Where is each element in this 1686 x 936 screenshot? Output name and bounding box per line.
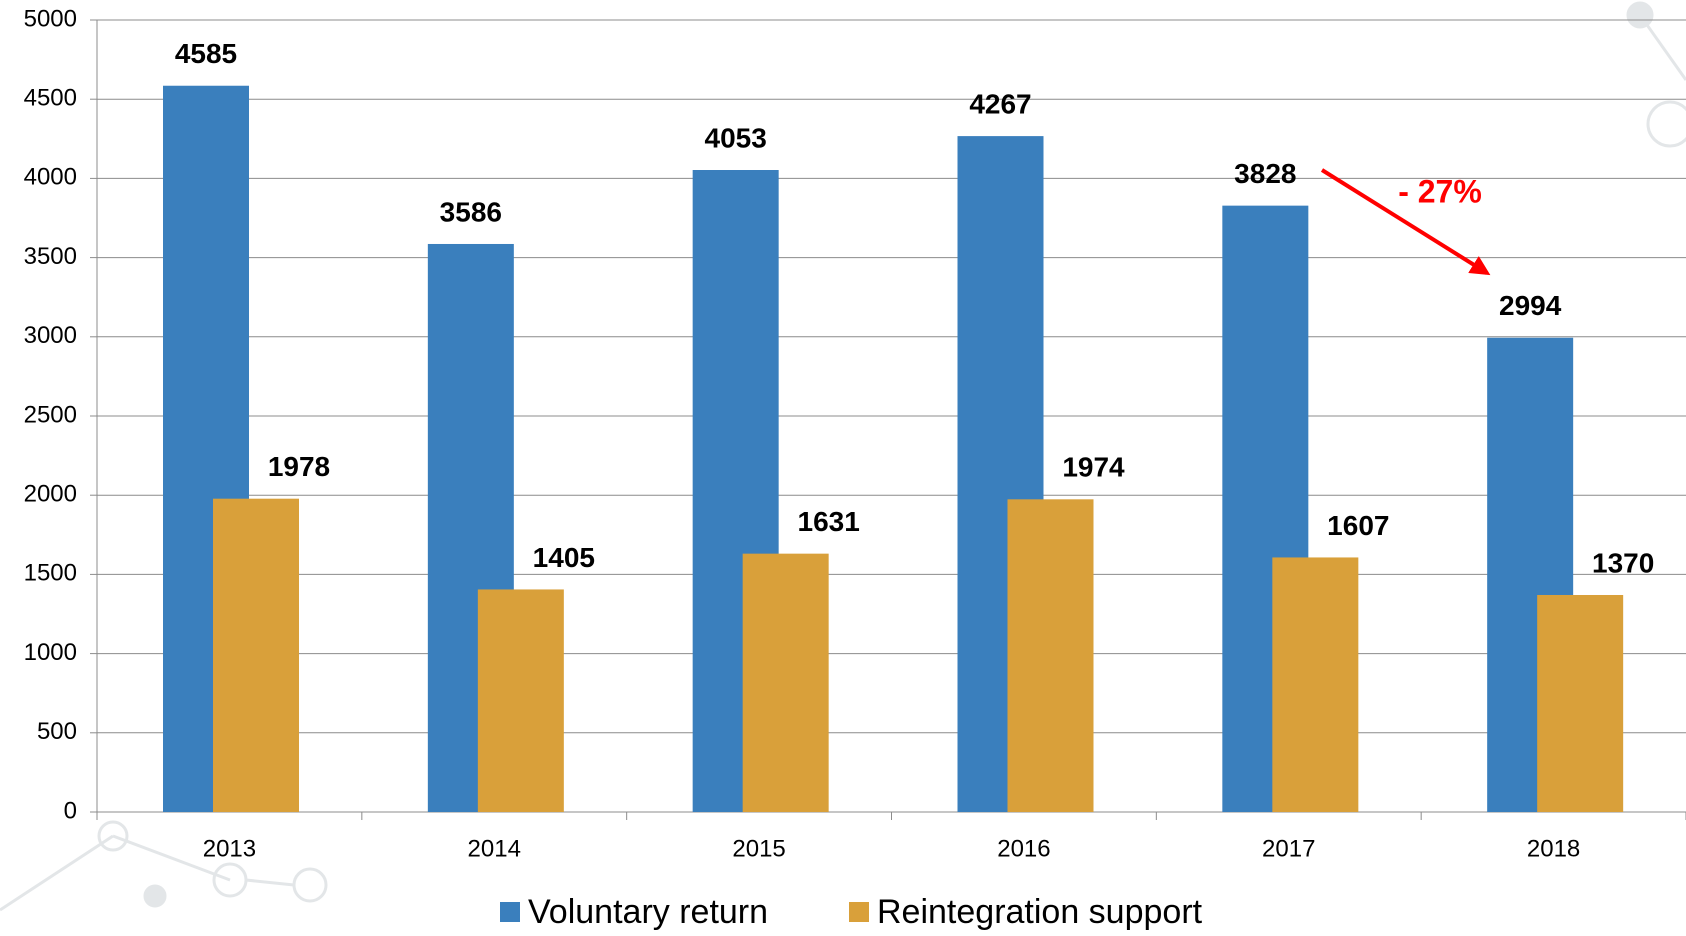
y-tick-label: 2000 — [24, 481, 77, 508]
y-tick-label: 1000 — [24, 639, 77, 666]
x-tick-label: 2013 — [203, 835, 256, 862]
bar — [1008, 499, 1094, 812]
y-tick-label: 3500 — [24, 243, 77, 270]
value-label: 1405 — [533, 542, 595, 573]
y-tick-label: 4500 — [24, 85, 77, 112]
value-label: 3828 — [1234, 158, 1296, 189]
value-label: 1978 — [268, 451, 330, 482]
plot-area: 0 500 1000 1500 2000 2500 3000 3500 4000 4500 5000… — [24, 5, 1686, 931]
value-label: 1607 — [1327, 510, 1389, 541]
bar — [743, 554, 829, 812]
y-tick-label: 2500 — [24, 401, 77, 428]
value-label: 4053 — [705, 122, 767, 153]
chart: 0 500 1000 1500 2000 2500 3000 3500 4000 4500 5000… — [0, 0, 1686, 936]
value-label: 1631 — [798, 506, 860, 537]
x-tick-label: 2018 — [1527, 835, 1580, 862]
y-tick-label: 1500 — [24, 560, 77, 587]
legend-label: Reintegration support — [877, 893, 1203, 931]
value-label: 2994 — [1499, 290, 1562, 321]
legend-swatch — [500, 902, 520, 922]
value-label: 4267 — [969, 88, 1031, 119]
x-tick-label: 2017 — [1262, 835, 1315, 862]
y-tick-label: 4000 — [24, 164, 77, 191]
value-label: 3586 — [440, 196, 502, 227]
bar — [213, 499, 299, 812]
legend-label: Voluntary return — [528, 893, 768, 931]
value-label: 4585 — [175, 38, 237, 69]
x-tick-label: 2015 — [732, 835, 785, 862]
y-tick-label: 0 — [64, 797, 77, 824]
bar — [478, 589, 564, 812]
y-tick-label: 3000 — [24, 322, 77, 349]
y-tick-label: 500 — [37, 718, 77, 745]
bar — [1272, 557, 1358, 812]
y-tick-label: 5000 — [24, 5, 77, 32]
value-label: 1974 — [1062, 452, 1125, 483]
legend-swatch — [849, 902, 869, 922]
x-tick-label: 2014 — [468, 835, 521, 862]
x-tick-label: 2016 — [997, 835, 1050, 862]
annotation: - 27% — [1398, 173, 1482, 209]
bar — [1537, 595, 1623, 812]
value-label: 1370 — [1592, 547, 1654, 578]
